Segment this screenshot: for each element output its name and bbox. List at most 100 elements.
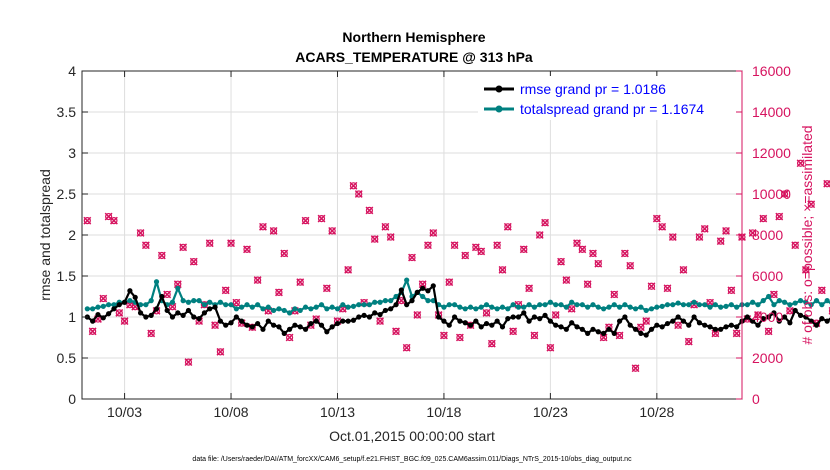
rmse-point [547,318,553,324]
totalspread-point [127,298,133,304]
totalspread-point [185,299,192,305]
obs-possible-marker [376,317,384,325]
obs-assimilated-stroke [503,222,512,231]
rmse-point [132,294,138,300]
obs-assimilated-marker [88,327,97,336]
rmse-point [271,322,277,328]
y-left-tick-label: 2.5 [57,186,77,202]
obs-assimilated-marker [727,286,736,295]
obs-possible-marker [323,284,331,292]
totalspread-point [670,302,676,308]
obs-assimilated-stroke [615,331,624,340]
x-tick-label: 10/23 [533,404,568,420]
obs-assimilated-marker [136,229,145,237]
totalspread-point [478,304,484,310]
totalspread-point [755,302,761,308]
obs-assimilated-marker [461,251,470,260]
obs-possible-marker [99,294,107,303]
rmse-point [622,314,628,320]
rmse-point [510,314,516,320]
obs-assimilated-marker [652,214,661,223]
rmse-point [585,330,591,336]
rmse-point [526,318,532,324]
obs-assimilated-marker [402,343,411,352]
rmse-point [638,330,644,336]
obs-assimilated-stroke [679,265,688,274]
obs-assimilated-stroke [519,245,528,254]
totalspread-point [813,298,820,304]
obs-possible-marker [717,237,725,245]
obs-possible-marker [424,241,432,249]
obs-assimilated-stroke [418,280,427,289]
obs-possible-marker [349,182,358,190]
rmse-point [601,330,607,336]
obs-assimilated-marker [285,333,294,342]
obs-assimilated-marker [583,280,592,289]
totalspread-point [420,293,426,300]
totalspread-point [249,304,255,310]
rmse-point [451,314,458,320]
obs-assimilated-stroke [445,278,454,287]
obs-possible-marker [179,243,187,251]
rmse-point [356,314,362,320]
obs-assimilated-stroke [104,212,113,221]
obs-possible-marker [466,321,475,329]
totalspread-point [90,306,96,312]
data-file-footer: data file: /Users/raeder/DAI/ATM_forcXX/… [192,456,632,463]
obs-assimilated-marker [817,286,826,295]
rmse-point [654,322,660,328]
totalspread-point [723,303,729,309]
obs-assimilated-marker [546,343,555,352]
rmse-point [169,314,176,320]
obs-assimilated-stroke [770,290,778,299]
obs-possible-marker [727,286,735,294]
rmse-point [313,318,319,324]
obs-assimilated-marker [519,245,528,254]
totalspread-point [318,302,325,308]
obs-possible-marker [525,284,533,292]
obs-possible-marker [658,223,666,231]
totalspread-point [734,304,740,310]
totalspread-point [345,304,351,310]
totalspread-point [542,302,548,308]
obs-assimilated-stroke [551,311,560,319]
totalspread-point [451,302,458,308]
rmse-point [648,326,655,332]
totalspread-point [228,302,234,308]
rmse-point [478,324,484,330]
rmse-point [111,306,117,312]
totalspread-point [388,298,394,304]
obs-assimilated-stroke [450,241,459,250]
obs-assimilated-marker [525,284,534,293]
totalspread-point [686,302,692,308]
totalspread-point [239,304,245,310]
obs-assimilated-stroke [716,237,725,246]
obs-possible-marker [456,333,464,342]
obs-possible-marker [482,309,491,317]
obs-assimilated-stroke [647,282,656,291]
obs-assimilated-stroke [269,226,278,235]
totalspread-point [632,306,639,312]
totalspread-point [579,302,585,308]
obs-assimilated-marker [163,290,172,299]
obs-assimilated-marker [227,239,235,248]
x-tick-label: 10/03 [107,404,142,420]
rmse-point [473,318,479,324]
y-right-tick-label: 8000 [752,227,783,243]
obs-assimilated-stroke [110,216,118,225]
obs-assimilated-marker [269,226,278,235]
obs-possible-marker [807,200,815,208]
obs-assimilated-marker [573,239,581,248]
rmse-point [467,322,474,328]
obs-assimilated-stroke [429,229,438,237]
x-tick-label: 10/28 [639,404,674,420]
obs-assimilated-marker [259,222,267,231]
totalspread-point [537,302,543,308]
obs-assimilated-stroke [205,239,214,248]
obs-assimilated-stroke [594,259,603,268]
rmse-point [712,326,718,332]
rmse-point [302,326,309,332]
obs-possible-marker [621,249,629,258]
rmse-point [297,324,303,330]
obs-assimilated-marker [748,229,757,237]
